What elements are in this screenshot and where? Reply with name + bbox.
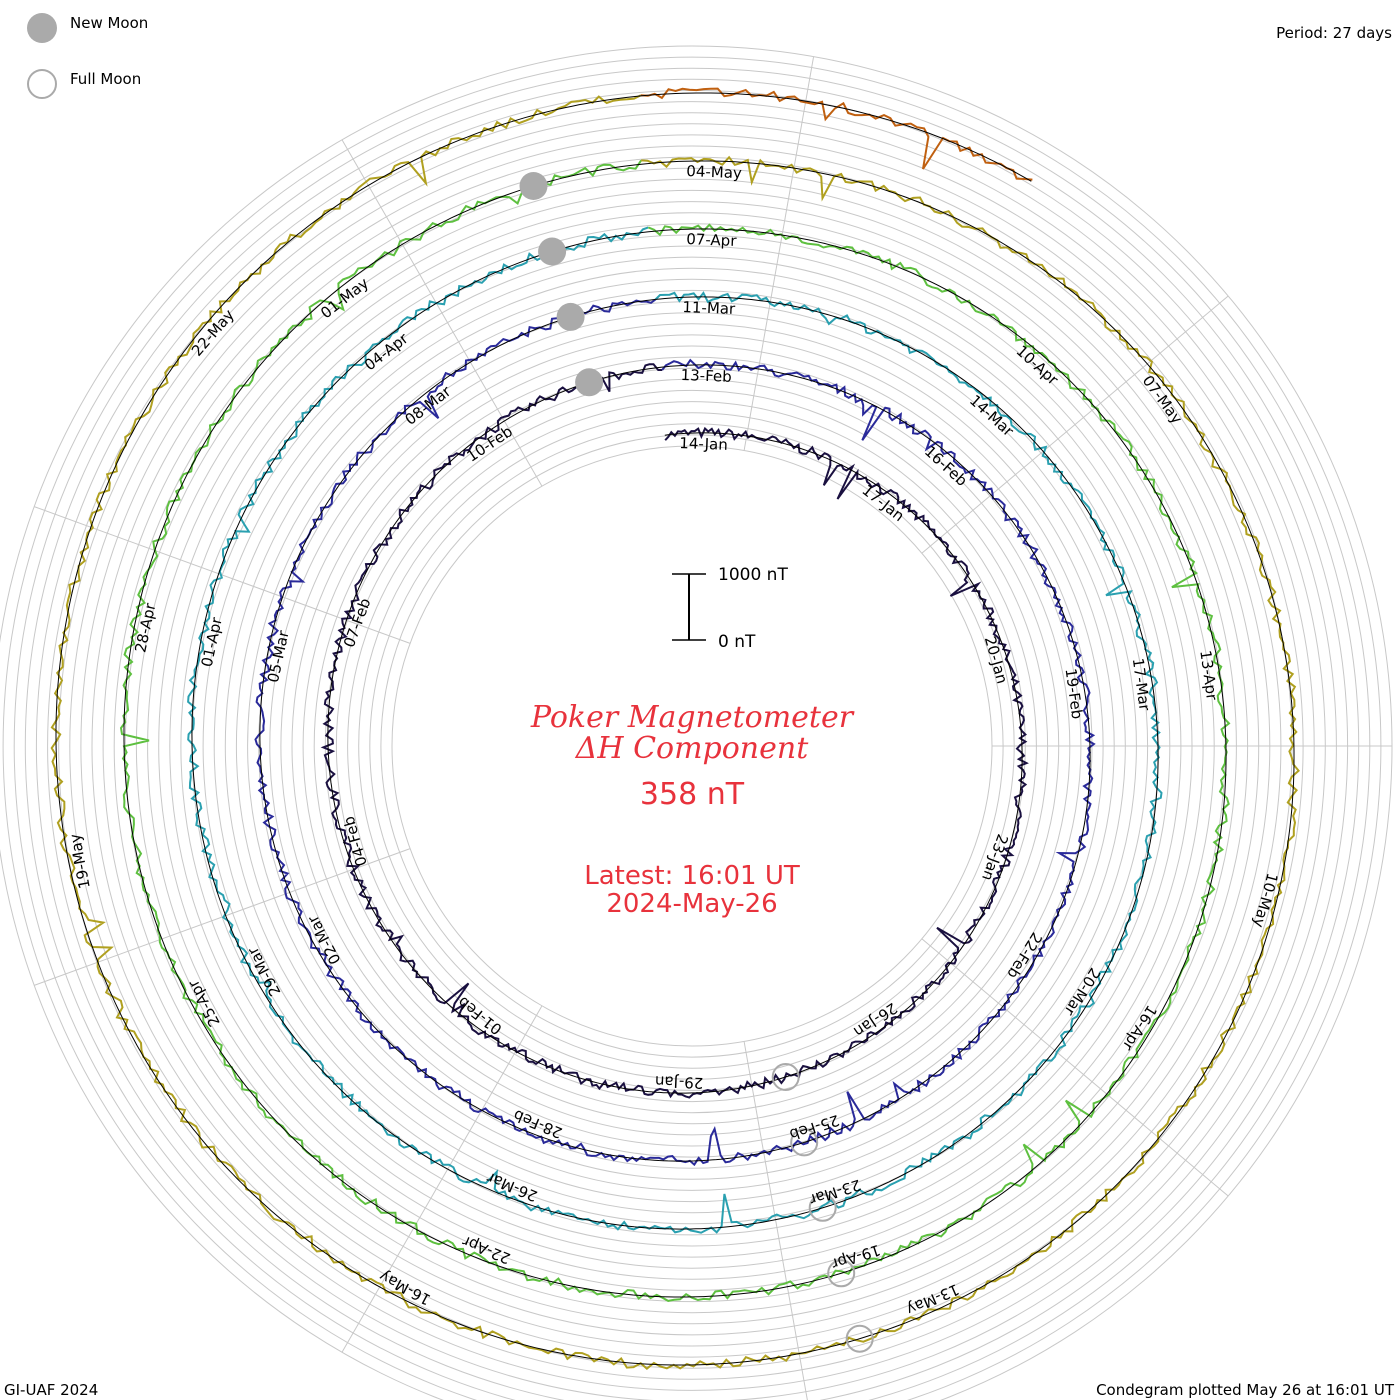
date-label: 28-Apr	[131, 601, 159, 655]
date-label: 20-Mar	[1060, 965, 1104, 1020]
magnetometer-trace	[320, 363, 1029, 1099]
date-label: 07-Apr	[686, 230, 738, 250]
grid-spoke	[743, 1041, 808, 1400]
legend-new-moon-label: New Moon	[70, 14, 148, 32]
new-moon-marker	[575, 368, 604, 397]
full-moon-marker	[808, 1193, 837, 1222]
grid-spoke	[921, 938, 1229, 1197]
date-label: 14-Jan	[679, 434, 728, 454]
scale-bar: 1000 nT 0 nT	[672, 565, 788, 652]
grid-spoke	[341, 139, 543, 487]
date-label: 02-Mar	[304, 912, 345, 968]
magnetometer-trace	[254, 298, 1096, 1167]
footer-right: Condegram plotted May 26 at 16:01 UT	[1096, 1381, 1395, 1399]
magnetometer-trace	[50, 94, 1300, 1371]
legend-full-moon-label: Full Moon	[70, 70, 141, 88]
data-traces	[50, 87, 1300, 1371]
full-moon-marker	[771, 1063, 800, 1091]
date-label: 19-Feb	[1062, 667, 1087, 720]
full-moon-marker	[790, 1128, 819, 1157]
full-moon-marker	[827, 1259, 856, 1288]
date-label: 11-Mar	[682, 298, 736, 318]
legend: New Moon Full Moon	[27, 13, 148, 99]
date-label: 26-Mar	[484, 1168, 540, 1205]
date-label: 19-May	[66, 832, 94, 890]
scale-bottom-label: 0 nT	[718, 632, 756, 652]
full-moon-legend-icon	[27, 69, 57, 99]
date-label: 16-Apr	[1118, 1002, 1160, 1055]
period-label: Period: 27 days	[1276, 24, 1392, 42]
magnetometer-trace	[119, 159, 1231, 1302]
scale-top-label: 1000 nT	[718, 565, 788, 585]
new-moon-marker	[519, 172, 548, 200]
new-moon-marker	[538, 237, 567, 266]
grid-spoke	[921, 295, 1229, 554]
full-moon-marker	[845, 1324, 874, 1353]
footer-left: GI-UAF 2024	[4, 1381, 98, 1399]
grid-spoke	[743, 56, 815, 451]
date-label: 13-Feb	[680, 366, 732, 386]
new-moon-legend-icon	[27, 13, 57, 43]
latest-time: Latest: 16:01 UT	[584, 861, 800, 891]
moon-markers	[519, 172, 874, 1353]
baseline-spiral	[55, 92, 1295, 1366]
date-label: 04-May	[686, 162, 742, 182]
latest-date: 2024-May-26	[606, 889, 777, 919]
date-label: 17-Mar	[1129, 657, 1154, 713]
date-label: 13-May	[904, 1280, 962, 1319]
grid-spoke	[34, 506, 411, 644]
new-moon-marker	[556, 302, 585, 331]
date-label: 29-Jan	[655, 1072, 704, 1092]
date-label: 25-Apr	[184, 976, 224, 1029]
grid-spoke	[341, 1005, 543, 1353]
chart-subtitle: ΔH Component	[575, 731, 809, 766]
chart-title: Poker Magnetometer	[530, 700, 855, 735]
current-value: 358 nT	[640, 777, 745, 812]
